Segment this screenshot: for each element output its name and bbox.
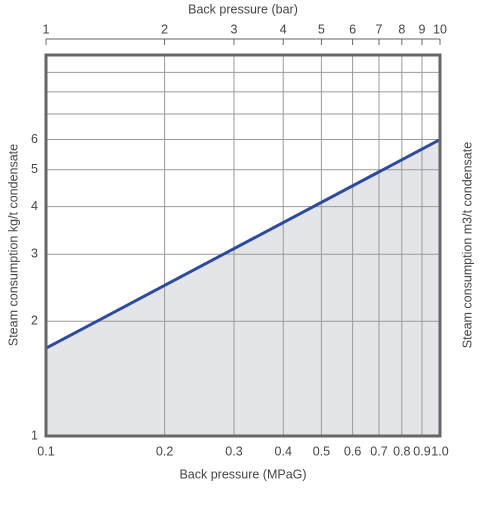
x2-tick-label: 2 xyxy=(161,22,168,36)
x-tick-label: 0.6 xyxy=(344,444,361,458)
x2-tick-label: 3 xyxy=(231,22,238,36)
x-tick-label: 0.8 xyxy=(393,444,410,458)
x-tick-label: 0.9 xyxy=(413,444,430,458)
x-tick-label: 0.7 xyxy=(370,444,387,458)
line xyxy=(45,138,441,350)
y-axis-label: Steam consumption kg/t condensate xyxy=(6,144,20,346)
x2-tick-label: 6 xyxy=(349,22,356,36)
plot-frame xyxy=(44,53,442,438)
x2-tick-label: 4 xyxy=(280,22,287,36)
x2-axis-label: Back pressure (bar) xyxy=(188,2,298,16)
y-tick-label: 2 xyxy=(31,314,38,328)
x-tick-label: 0.3 xyxy=(225,444,242,458)
y-tick-label: 6 xyxy=(31,132,38,146)
area xyxy=(46,139,440,437)
x-tick-label: 0.1 xyxy=(37,444,54,458)
y2-axis-label: Steam consumption m3/t condensate xyxy=(460,142,474,348)
x2-tick-label: 8 xyxy=(398,22,405,36)
y-tick-label: 3 xyxy=(31,247,38,261)
x2-tick-label: 1 xyxy=(43,22,50,36)
x-tick-label: 0.2 xyxy=(156,444,173,458)
x-tick-label: 0.4 xyxy=(275,444,292,458)
x2-tick-label: 10 xyxy=(433,22,447,36)
x2-tick-label: 9 xyxy=(418,22,425,36)
x2-tick-label: 7 xyxy=(375,22,382,36)
x-axis-label: Back pressure (MPaG) xyxy=(179,467,306,481)
y-tick-label: 4 xyxy=(31,199,38,213)
y-tick-label: 5 xyxy=(31,162,38,176)
x-tick-label: 0.5 xyxy=(313,444,330,458)
x2-tick-label: 5 xyxy=(318,22,325,36)
y-tick-label: 1 xyxy=(31,428,38,442)
x-tick-label: 1.0 xyxy=(431,444,448,458)
